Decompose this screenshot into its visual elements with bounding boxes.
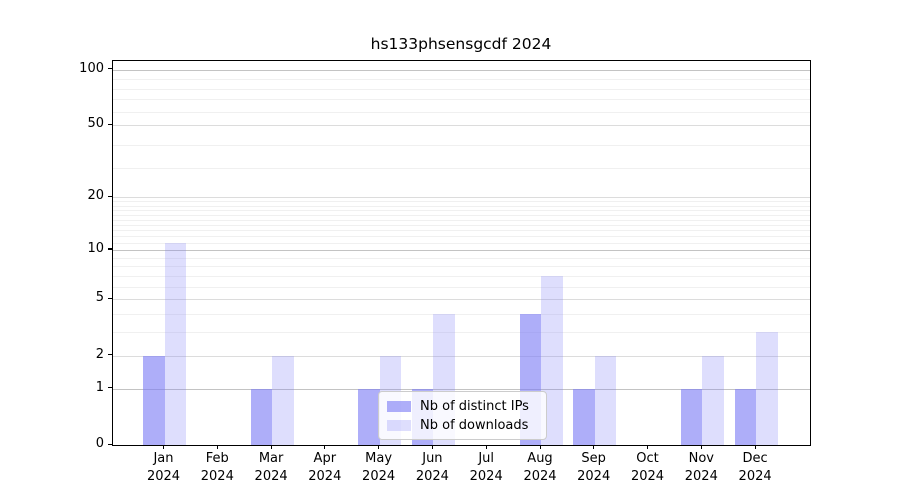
y-minor-gridline [113,205,810,207]
y-minor-gridline [113,236,810,238]
x-tick-label: Jun 2024 [415,451,449,484]
x-tick-label: Jul 2024 [469,451,503,484]
x-axis-tick [539,445,541,449]
bar-downloads-sep [594,355,617,445]
y-minor-gridline [113,314,810,316]
y-gridline-1 [113,388,810,390]
y-minor-gridline [113,275,810,277]
y-axis-tick [108,195,112,197]
y-minor-gridline [113,201,810,203]
y-gridline-5 [113,299,810,301]
x-axis-tick [431,445,434,449]
y-minor-gridline [113,88,810,90]
x-tick-label: Jan 2024 [146,451,181,484]
legend-item-distinct-ips: Nb of distinct IPs [387,399,538,414]
y-axis-tick [108,443,112,445]
bar-distinct-ips-sep [573,388,595,445]
y-minor-gridline [113,242,810,244]
legend-label-downloads: Nb of downloads [420,417,529,433]
y-tick-label: 2 [95,346,104,362]
bar-downloads-jan [164,242,186,445]
x-tick-label: Nov 2024 [684,451,718,484]
x-axis-tick [163,445,165,449]
y-gridline-100 [113,69,810,71]
bar-downloads-nov [702,355,724,445]
y-axis-tick [108,248,112,250]
y-minor-gridline [113,286,810,288]
y-tick-label: 1 [95,379,104,395]
x-tick-label: May 2024 [362,451,396,484]
x-axis-tick [324,445,326,449]
y-tick-label: 100 [79,60,104,76]
y-gridline-50 [113,125,810,127]
y-tick-label: 5 [95,290,104,306]
plot-area [112,60,811,446]
y-axis-tick [108,354,112,356]
y-axis-tick [108,297,112,299]
y-minor-gridline [113,266,810,268]
legend-item-downloads: Nb of downloads [387,418,538,433]
y-gridline-2 [113,355,810,357]
y-minor-gridline [113,257,810,259]
x-axis-tick [754,445,756,449]
bar-distinct-ips-mar [250,388,273,445]
x-axis-tick [700,445,702,449]
y-gridline-20 [113,197,810,199]
y-minor-gridline [113,332,810,334]
y-minor-gridline [113,168,810,170]
x-axis-tick [485,445,487,449]
y-tick-label: 10 [87,240,104,256]
y-minor-gridline [113,79,810,80]
x-tick-label: Sep 2024 [577,451,611,484]
y-tick-label: 0 [95,436,104,451]
bar-distinct-ips-dec [734,388,757,445]
y-minor-gridline [113,99,810,101]
x-tick-label: Oct 2024 [630,451,665,484]
bar-distinct-ips-nov [680,388,703,445]
y-minor-gridline [113,112,810,113]
x-axis-tick [216,445,218,449]
x-tick-label: Aug 2024 [523,451,557,484]
x-tick-label: Feb 2024 [200,451,234,484]
chart-legend: Nb of distinct IPs Nb of downloads [378,391,547,440]
y-axis-tick [108,387,112,389]
y-tick-label: 20 [87,188,104,204]
x-axis-tick [593,445,595,449]
bar-distinct-ips-jan [143,355,165,445]
x-tick-label: Dec 2024 [738,451,772,484]
y-gridline-10 [113,249,810,251]
legend-swatch-downloads-icon [387,419,411,431]
legend-swatch-distinct-ips-icon [387,400,411,412]
bar-downloads-mar [272,355,294,445]
y-tick-label: 50 [87,116,104,132]
x-axis-tick [378,445,380,449]
x-axis-tick [270,445,272,449]
bar-distinct-ips-may [358,388,380,445]
y-minor-gridline [113,230,810,232]
x-tick-label: Mar 2024 [254,451,288,484]
y-minor-gridline [113,144,810,146]
x-axis-tick [647,445,649,449]
y-minor-gridline [113,224,810,226]
y-minor-gridline [113,209,810,211]
y-axis-tick [108,68,112,70]
x-tick-label: Apr 2024 [308,451,342,484]
legend-label-distinct-ips: Nb of distinct IPs [420,398,529,414]
y-minor-gridline [113,219,810,221]
chart-title: hs133phsensgcdf 2024 [370,35,552,53]
bar-downloads-dec [756,332,778,445]
y-axis-tick [108,123,112,125]
y-minor-gridline [113,214,810,216]
